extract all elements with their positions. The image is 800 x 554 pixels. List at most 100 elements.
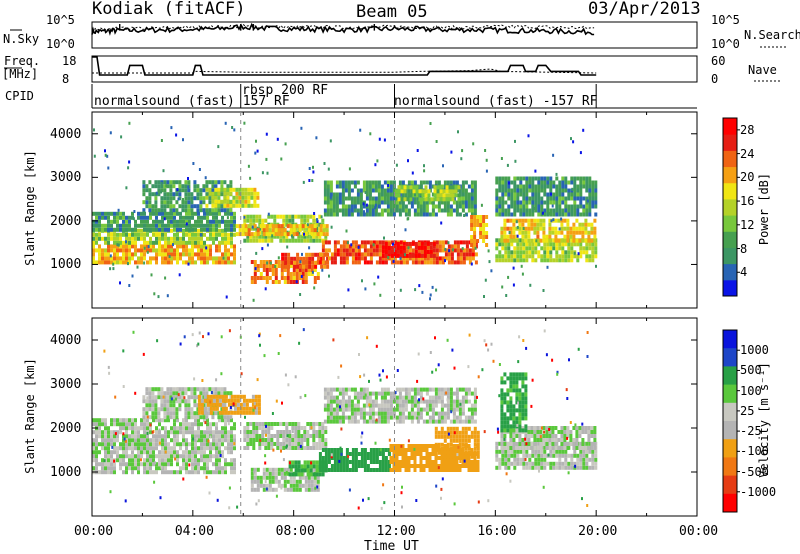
power-cell	[196, 204, 200, 209]
power-cell	[401, 200, 405, 205]
power-cell	[585, 242, 589, 247]
power-cell	[170, 240, 173, 245]
power-cell	[214, 191, 218, 196]
power-cell	[173, 223, 176, 228]
power-cell	[459, 248, 463, 253]
power-cell	[347, 188, 351, 193]
velocity-cell	[230, 398, 234, 403]
power-cell	[326, 208, 330, 213]
velocity-cell	[318, 442, 322, 446]
power-cell	[445, 193, 449, 198]
power-cell	[268, 232, 272, 237]
velocity-cell	[250, 471, 254, 476]
power-cell	[546, 176, 550, 181]
power-cell	[418, 197, 422, 202]
velocity-cell	[350, 407, 354, 412]
power-cell	[285, 238, 289, 243]
power-cell	[525, 250, 529, 255]
velocity-cell	[384, 456, 388, 460]
velocity-cell	[146, 470, 149, 475]
power-cell	[594, 180, 598, 185]
velocity-cell	[401, 415, 405, 420]
power-cell	[462, 240, 466, 245]
velocity-cell	[285, 426, 289, 430]
velocity-cell	[233, 470, 236, 475]
velocity-cell	[125, 470, 128, 475]
power-cell	[405, 249, 409, 254]
power-cell	[167, 260, 170, 265]
power-cell	[401, 180, 405, 185]
power-cell	[190, 192, 194, 197]
velocity-cell	[425, 387, 429, 392]
velocity-cell	[197, 438, 200, 443]
power-cell	[193, 188, 197, 193]
power-cell	[137, 215, 140, 220]
velocity-cell	[380, 419, 384, 424]
power-cell	[322, 228, 326, 233]
power-cell	[548, 238, 552, 243]
power-cell	[218, 211, 221, 216]
velocity-cell	[209, 426, 212, 431]
power-cell	[588, 200, 592, 205]
velocity-cell	[116, 446, 119, 451]
velocity-cell	[338, 407, 342, 412]
velocity-cell	[146, 418, 149, 423]
power-cell	[534, 242, 538, 247]
velocity-cell	[255, 430, 259, 434]
power-cell	[476, 223, 480, 227]
velocity-cell	[221, 434, 224, 439]
power-cell	[548, 226, 552, 231]
velocity-cell	[206, 466, 209, 471]
power-cell	[98, 215, 101, 220]
power-cell	[422, 180, 426, 185]
power-cell	[194, 240, 197, 245]
velocity-cell	[279, 434, 283, 438]
velocity-cell	[155, 442, 158, 447]
velocity-cell	[166, 407, 170, 412]
power-cell	[128, 252, 131, 257]
power-cell	[402, 241, 406, 246]
power-cell	[169, 204, 173, 209]
velocity-cell	[199, 387, 203, 392]
velocity-cell	[461, 442, 465, 447]
power-cell	[209, 236, 212, 241]
velocity-cell	[443, 454, 447, 459]
power-cell	[504, 188, 508, 193]
power-cell	[549, 258, 553, 263]
power-speckle	[255, 139, 257, 143]
velocity-cell	[217, 391, 221, 396]
velocity-cell	[215, 470, 218, 475]
velocity-cell	[431, 452, 435, 456]
power-speckle	[128, 284, 131, 287]
power-cell	[439, 197, 443, 202]
velocity-cell	[419, 448, 423, 452]
velocity-cell	[242, 410, 246, 415]
velocity-cell	[119, 418, 122, 423]
power-cell	[501, 246, 505, 251]
velocity-cell	[185, 430, 188, 435]
power-cell	[513, 204, 517, 209]
velocity-cell	[218, 458, 221, 463]
velocity-cell	[282, 438, 286, 442]
velocity-cell	[267, 446, 271, 450]
velocity-cell	[200, 454, 203, 459]
velocity-cell	[95, 418, 98, 423]
power-cell	[498, 238, 502, 243]
power-cell	[221, 219, 224, 224]
power-cell	[152, 256, 155, 261]
velocity-cell	[172, 407, 176, 412]
power-cell	[205, 187, 209, 192]
velocity-cell	[182, 458, 185, 463]
power-cell	[212, 223, 215, 228]
power-cell	[289, 276, 293, 280]
velocity-cell	[540, 449, 544, 454]
power-speckle	[93, 128, 95, 132]
power-cell	[318, 234, 322, 239]
power-cell	[326, 256, 330, 261]
velocity-cell	[416, 452, 420, 456]
velocity-cell	[470, 450, 474, 455]
power-cell	[383, 196, 387, 201]
power-cell	[512, 222, 516, 227]
power-cell	[402, 249, 406, 254]
power-cell	[151, 184, 155, 189]
